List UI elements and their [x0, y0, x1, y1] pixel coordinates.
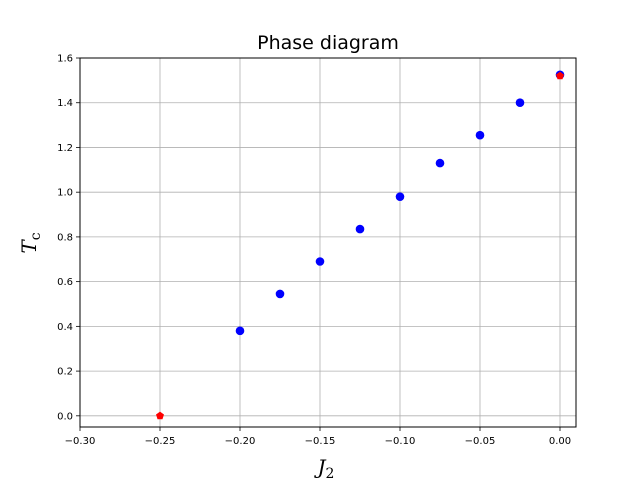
- y-tick-label: 0.0: [57, 411, 73, 422]
- x-tick-label: −0.25: [145, 436, 176, 447]
- x-tick-label: −0.05: [465, 436, 496, 447]
- y-tick-label: 1.6: [57, 54, 73, 65]
- y-tick-label: 1.0: [57, 188, 73, 199]
- data-point: [156, 411, 164, 420]
- data-point: [395, 192, 405, 201]
- y-tick-label: 1.2: [57, 143, 73, 154]
- x-tick-label: 0.00: [549, 436, 571, 447]
- axis-ticks: −0.30 −0.25 −0.20 −0.15 −0.10 −0.05 0.00 0.0 0.2…: [57, 54, 571, 448]
- data-point: [435, 158, 445, 168]
- y-tick-label: 0.4: [57, 322, 73, 333]
- chart-title: Phase diagram: [257, 32, 399, 54]
- data-point: [275, 289, 285, 299]
- data-point: [515, 98, 525, 108]
- y-axis-label: Tc: [17, 232, 44, 253]
- y-tick-label: 0.8: [57, 232, 73, 243]
- data-point: [315, 257, 325, 266]
- data-point: [475, 130, 485, 140]
- data-point: [556, 71, 564, 80]
- x-tick-label: −0.20: [225, 436, 256, 447]
- plot-frame: [79, 57, 577, 428]
- y-tick-label: 1.4: [57, 98, 73, 109]
- x-tick-label: −0.30: [65, 436, 96, 447]
- data-point: [235, 326, 245, 336]
- data-point: [355, 224, 365, 234]
- data-points: [156, 70, 565, 420]
- x-axis-label: J2: [314, 455, 335, 480]
- x-tick-label: −0.15: [305, 436, 336, 447]
- x-tick-label: −0.10: [385, 436, 416, 447]
- y-tick-label: 0.6: [57, 277, 73, 288]
- y-tick-label: 0.2: [57, 367, 73, 378]
